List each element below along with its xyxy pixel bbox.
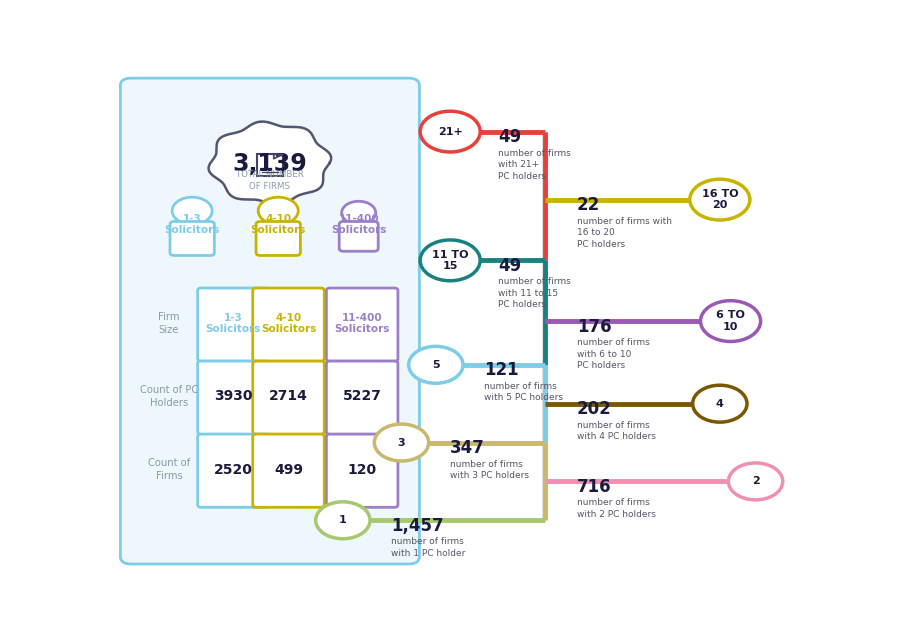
FancyBboxPatch shape: [327, 361, 398, 434]
Text: 22: 22: [577, 196, 600, 214]
Text: 3: 3: [398, 437, 405, 447]
FancyBboxPatch shape: [198, 434, 270, 507]
Text: 49: 49: [498, 257, 521, 275]
Text: 2714: 2714: [269, 389, 308, 403]
Text: 347: 347: [450, 439, 485, 457]
Text: 1-3
Solicitors: 1-3 Solicitors: [164, 214, 220, 235]
Text: 176: 176: [577, 317, 611, 336]
Text: 16 TO
20: 16 TO 20: [701, 189, 738, 210]
FancyBboxPatch shape: [170, 221, 214, 256]
Text: 499: 499: [274, 463, 303, 476]
FancyBboxPatch shape: [120, 78, 419, 564]
Text: number of firms
with 21+
PC holders: number of firms with 21+ PC holders: [498, 149, 570, 180]
Text: Count of PC
Holders: Count of PC Holders: [140, 386, 198, 408]
FancyBboxPatch shape: [253, 361, 324, 434]
Text: 4-10
Solicitors: 4-10 Solicitors: [261, 312, 317, 334]
Text: number of firms
with 1 PC holder: number of firms with 1 PC holder: [390, 538, 465, 558]
Text: 11-400
Solicitors: 11-400 Solicitors: [331, 214, 387, 235]
Text: 4-10
Solicitors: 4-10 Solicitors: [250, 214, 306, 235]
Circle shape: [701, 301, 761, 341]
Text: number of firms with
16 to 20
PC holders: number of firms with 16 to 20 PC holders: [577, 216, 672, 249]
Circle shape: [342, 201, 376, 225]
Circle shape: [689, 179, 749, 220]
Circle shape: [728, 463, 783, 500]
Text: TOTAL NUMBER
OF FIRMS: TOTAL NUMBER OF FIRMS: [236, 170, 304, 191]
FancyBboxPatch shape: [253, 434, 324, 507]
Text: 4: 4: [716, 399, 724, 409]
Text: 202: 202: [577, 400, 612, 418]
Text: number of firms
with 5 PC holders: number of firms with 5 PC holders: [484, 382, 563, 403]
Text: 121: 121: [484, 362, 519, 379]
Text: 5: 5: [432, 360, 439, 370]
Text: 716: 716: [577, 478, 611, 496]
Text: number of firms
with 4 PC holders: number of firms with 4 PC holders: [577, 421, 655, 441]
Text: number of firms
with 6 to 10
PC holders: number of firms with 6 to 10 PC holders: [577, 338, 650, 370]
Text: 120: 120: [348, 463, 377, 476]
Text: 6 TO
10: 6 TO 10: [716, 310, 745, 332]
Circle shape: [316, 502, 370, 539]
FancyBboxPatch shape: [256, 221, 300, 256]
Text: Firm
Size: Firm Size: [158, 312, 180, 334]
Text: 2520: 2520: [214, 463, 253, 476]
Text: 3,139: 3,139: [233, 152, 307, 176]
Text: number of firms
with 11 to 15
PC holders: number of firms with 11 to 15 PC holders: [498, 278, 570, 309]
Text: 49: 49: [498, 128, 521, 146]
Text: Count of
Firms: Count of Firms: [148, 458, 190, 481]
Text: 1,457: 1,457: [390, 517, 443, 535]
Circle shape: [409, 346, 463, 383]
Circle shape: [692, 385, 747, 422]
Text: 1-3
Solicitors: 1-3 Solicitors: [206, 312, 261, 334]
Text: number of firms
with 2 PC holders: number of firms with 2 PC holders: [577, 498, 655, 519]
Text: 11-400
Solicitors: 11-400 Solicitors: [334, 312, 390, 334]
FancyBboxPatch shape: [327, 434, 398, 507]
Circle shape: [420, 240, 480, 281]
Polygon shape: [209, 122, 331, 205]
Text: 11 TO
15: 11 TO 15: [432, 250, 468, 271]
FancyBboxPatch shape: [257, 155, 282, 176]
Circle shape: [258, 198, 298, 225]
FancyBboxPatch shape: [198, 288, 270, 361]
Circle shape: [173, 198, 212, 225]
Text: number of firms
with 3 PC holders: number of firms with 3 PC holders: [450, 459, 529, 480]
Text: 21+: 21+: [438, 127, 462, 136]
FancyBboxPatch shape: [253, 288, 324, 361]
FancyBboxPatch shape: [327, 288, 398, 361]
FancyBboxPatch shape: [340, 221, 378, 251]
Text: 2: 2: [751, 476, 760, 487]
Text: 1: 1: [339, 516, 347, 525]
Text: 3930: 3930: [214, 389, 253, 403]
Circle shape: [375, 424, 428, 461]
FancyBboxPatch shape: [198, 361, 270, 434]
Circle shape: [420, 111, 480, 152]
Text: 5227: 5227: [342, 389, 381, 403]
